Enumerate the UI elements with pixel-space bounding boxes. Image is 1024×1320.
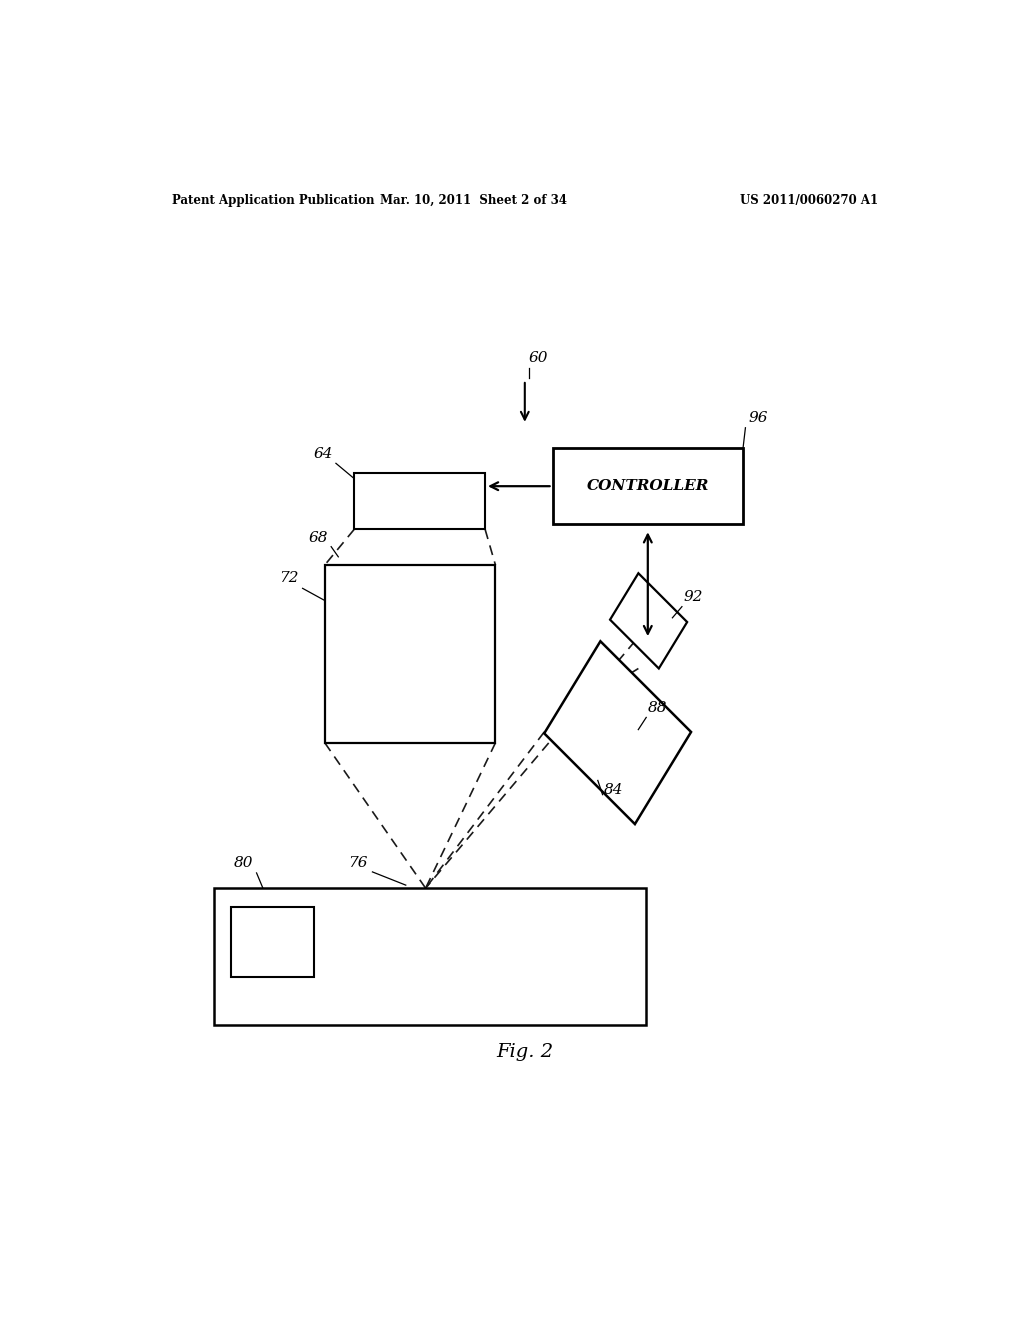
Text: 92: 92 <box>684 590 703 603</box>
Text: Fig. 2: Fig. 2 <box>497 1043 553 1061</box>
Bar <box>553 447 743 524</box>
Text: 72: 72 <box>280 572 299 585</box>
Bar <box>354 474 485 529</box>
Text: 68: 68 <box>308 531 328 545</box>
Text: 84: 84 <box>604 783 624 797</box>
Text: Patent Application Publication: Patent Application Publication <box>172 194 374 207</box>
Bar <box>544 642 691 824</box>
Text: 64: 64 <box>313 447 333 461</box>
Text: US 2011/0060270 A1: US 2011/0060270 A1 <box>739 194 878 207</box>
Text: 76: 76 <box>348 855 368 870</box>
Bar <box>610 573 687 668</box>
Text: 60: 60 <box>528 351 548 364</box>
Bar <box>231 907 314 977</box>
Text: 88: 88 <box>648 701 668 715</box>
Text: Mar. 10, 2011  Sheet 2 of 34: Mar. 10, 2011 Sheet 2 of 34 <box>380 194 566 207</box>
Text: CONTROLLER: CONTROLLER <box>587 479 709 494</box>
Text: 96: 96 <box>749 411 768 425</box>
Text: 80: 80 <box>233 855 253 870</box>
Bar <box>325 565 496 743</box>
Bar <box>214 888 646 1026</box>
